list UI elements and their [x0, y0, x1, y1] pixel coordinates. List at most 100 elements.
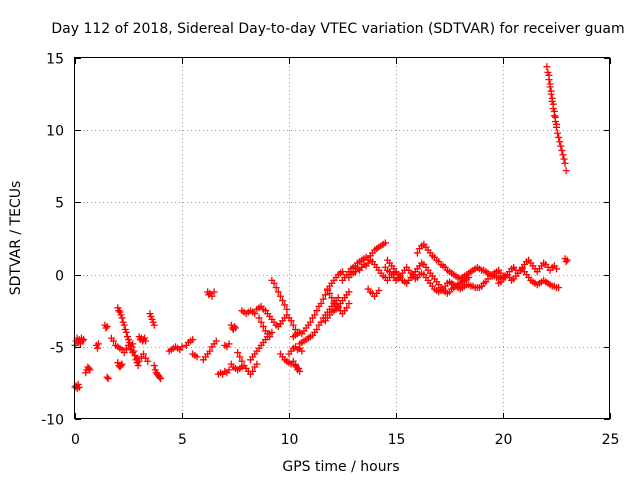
data-point — [413, 249, 421, 257]
series-c5 — [291, 360, 304, 375]
series-b6 — [227, 360, 246, 374]
data-point — [206, 347, 214, 355]
series-d7 — [364, 285, 383, 300]
series-b1 — [199, 337, 220, 364]
data-point — [546, 80, 554, 88]
data-point — [317, 299, 325, 307]
data-point — [117, 362, 125, 370]
data-point — [551, 113, 559, 121]
data-point — [208, 292, 216, 300]
series-e2 — [545, 71, 560, 128]
series-b9 — [238, 307, 259, 318]
data-point — [130, 347, 138, 355]
series-d12 — [495, 265, 563, 292]
data-point — [554, 129, 562, 137]
x-tick-label: 0 — [71, 432, 80, 448]
data-point — [556, 138, 564, 146]
data-point — [266, 333, 274, 341]
data-point — [118, 314, 126, 322]
data-point — [75, 383, 83, 391]
data-point — [129, 340, 137, 348]
series-d6 — [345, 256, 400, 284]
data-point — [557, 142, 565, 150]
data-point — [144, 357, 152, 365]
y-tick-label: -10 — [41, 413, 64, 429]
data-point — [189, 336, 197, 344]
data-point — [328, 294, 336, 302]
data-point — [287, 317, 295, 325]
data-point — [150, 362, 158, 370]
series-early-1 — [82, 363, 94, 377]
data-point — [296, 367, 304, 375]
data-point — [257, 318, 265, 326]
x-tick-label: 25 — [602, 432, 620, 448]
x-axis-label: GPS time / hours — [282, 459, 399, 475]
data-point — [270, 279, 278, 287]
data-point — [95, 340, 103, 348]
series-a1 — [114, 304, 142, 370]
data-point — [279, 297, 287, 305]
series-early-4 — [103, 373, 112, 383]
y-tick-labels: -10 -5 0 5 10 15 — [41, 52, 64, 429]
data-point — [78, 337, 86, 345]
data-point — [326, 289, 334, 297]
series-start-low — [71, 380, 83, 393]
data-point — [562, 258, 570, 266]
series-e1 — [543, 63, 570, 175]
y-tick-label: 10 — [46, 124, 64, 140]
data-point — [103, 373, 111, 381]
data-point — [212, 337, 220, 345]
data-point — [104, 375, 112, 383]
data-point — [255, 314, 263, 322]
series-c2 — [255, 314, 276, 341]
y-axis-label: SDTVAR / TECUs — [8, 181, 24, 296]
data-point — [122, 328, 130, 336]
data-point — [289, 321, 297, 329]
data-point — [193, 353, 201, 361]
y-tick-label: 15 — [46, 52, 64, 68]
data-point — [150, 321, 158, 329]
y-tick-label: -5 — [50, 341, 64, 357]
data-point — [110, 337, 118, 345]
data-point — [311, 311, 319, 319]
data-point — [139, 350, 147, 358]
y-tick-label: 5 — [55, 196, 64, 212]
data-point — [225, 366, 233, 374]
series-c3 — [268, 276, 291, 313]
y-tick-label: 0 — [55, 269, 64, 285]
data-point — [268, 328, 276, 336]
data-point — [558, 146, 566, 154]
data-point — [230, 323, 238, 331]
data-point — [205, 291, 213, 299]
data-point — [339, 268, 346, 276]
data-point — [80, 336, 88, 344]
data-point — [313, 325, 321, 333]
data-point — [259, 323, 267, 331]
data-point — [283, 305, 291, 313]
data-point — [93, 344, 101, 352]
series-a2 — [114, 359, 126, 371]
series-early-3 — [101, 321, 111, 332]
x-tick-labels: 0 5 10 15 20 25 — [71, 432, 619, 448]
data-point — [238, 357, 246, 365]
data-point — [115, 307, 123, 315]
series-a3 — [127, 346, 152, 365]
data-point — [334, 294, 342, 302]
series-a6 — [150, 362, 165, 383]
data-points — [71, 63, 571, 393]
data-point — [561, 159, 569, 167]
series-d13 — [561, 255, 571, 266]
data-point — [317, 318, 325, 326]
data-point — [251, 310, 259, 318]
data-point — [134, 362, 142, 370]
data-point — [85, 364, 93, 372]
data-point — [120, 321, 128, 329]
series-b5 — [227, 321, 239, 333]
data-point — [553, 120, 560, 128]
data-point — [272, 284, 280, 292]
plot-frame — [74, 57, 610, 419]
series-d1 — [289, 268, 346, 341]
data-point — [345, 299, 353, 307]
data-point — [560, 155, 568, 163]
